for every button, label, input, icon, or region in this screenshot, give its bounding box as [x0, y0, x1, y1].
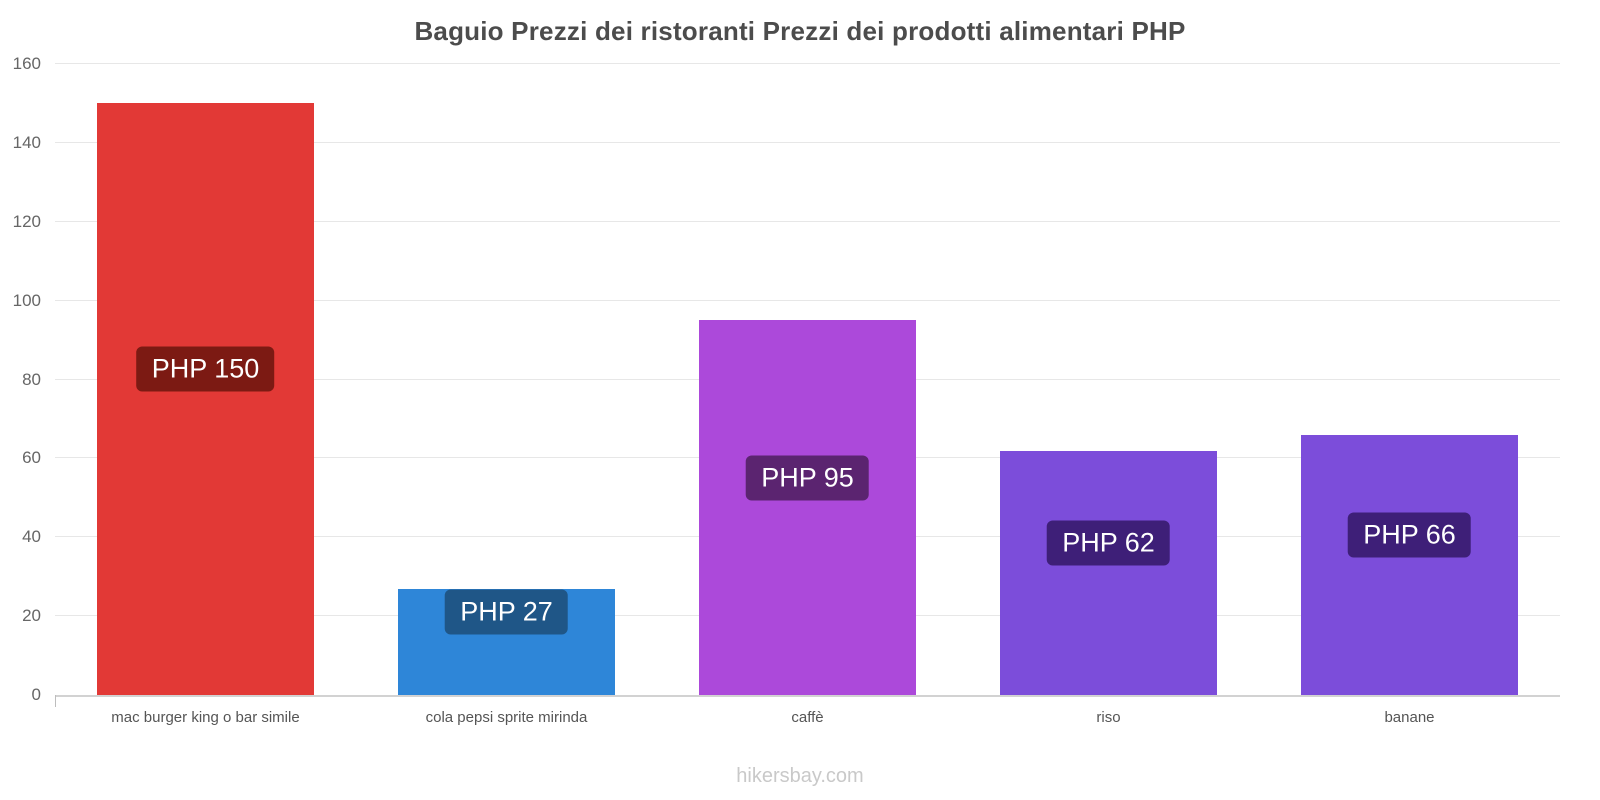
bar[interactable]: PHP 27	[398, 588, 615, 695]
y-axis-tick-label: 60	[22, 448, 41, 468]
y-axis-tick-label: 0	[31, 685, 41, 704]
bars-container: PHP 150 mac burger king o bar simile PHP 2…	[55, 64, 1560, 726]
y-axis-zero-tick	[55, 695, 56, 707]
y-axis-tick-label: 100	[12, 290, 41, 310]
bar-value-label: PHP 27	[445, 589, 568, 635]
category-label: cola pepsi sprite mirinda	[425, 709, 588, 726]
bar-slot: PHP 66 banane	[1259, 64, 1560, 726]
bar-slot: PHP 27 cola pepsi sprite mirinda	[356, 64, 657, 726]
bar[interactable]: PHP 95	[699, 320, 916, 695]
gridline	[55, 299, 1560, 301]
bar-value-label: PHP 150	[136, 346, 275, 392]
y-axis-tick-label: 160	[12, 54, 41, 73]
category-label: caffè	[791, 709, 824, 726]
bar-slot: PHP 62 riso	[958, 64, 1259, 726]
bar-slot: PHP 95 caffè	[657, 64, 958, 726]
bar[interactable]: PHP 62	[1000, 450, 1217, 695]
bar-slot: PHP 150 mac burger king o bar simile	[55, 64, 356, 726]
chart-title: Baguio Prezzi dei ristoranti Prezzi dei …	[414, 16, 1186, 46]
y-axis-tick-label: 80	[22, 369, 41, 389]
y-axis-tick-label: 20	[22, 606, 41, 626]
bar-value-label: PHP 95	[746, 455, 869, 501]
plot-area: 0 20 40 60 80 100 120 140 160 PHP 150 mac burger …	[13, 54, 1560, 726]
y-axis-tick-label: 120	[12, 211, 41, 231]
gridline	[55, 63, 1560, 64]
y-axis-tick-label: 40	[22, 527, 41, 547]
category-label: mac burger king o bar simile	[111, 709, 300, 726]
category-label: riso	[1096, 709, 1121, 726]
category-label: banane	[1384, 709, 1435, 726]
bar-value-label: PHP 62	[1047, 520, 1170, 566]
gridline	[55, 141, 1560, 143]
bar[interactable]: PHP 150	[97, 103, 314, 695]
y-axis-tick-label: 140	[12, 132, 41, 152]
watermark: hikersbay.com	[736, 765, 864, 787]
bar-value-label: PHP 66	[1348, 512, 1471, 558]
bar[interactable]: PHP 66	[1301, 434, 1518, 695]
gridline	[55, 220, 1560, 222]
